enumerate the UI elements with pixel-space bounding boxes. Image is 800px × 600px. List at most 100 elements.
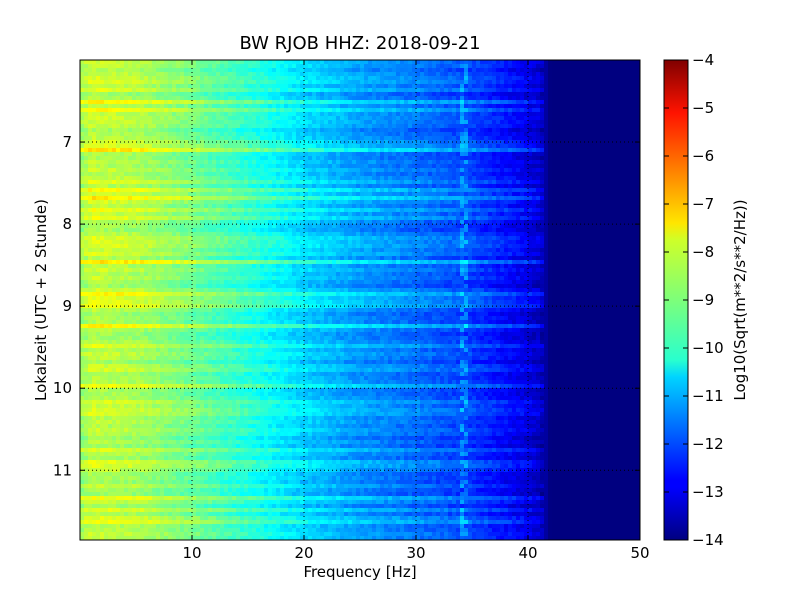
heatmap-cell: [92, 164, 97, 169]
heatmap-cell: [96, 60, 101, 65]
heatmap-cell: [404, 124, 409, 129]
heatmap-cell: [560, 124, 565, 129]
heatmap-cell: [124, 164, 129, 169]
heatmap-cell: [164, 144, 169, 149]
heatmap-cell: [432, 96, 437, 101]
heatmap-cell: [116, 68, 121, 73]
heatmap-cell: [248, 92, 253, 97]
heatmap-cell: [144, 164, 149, 169]
heatmap-cell: [460, 76, 465, 81]
heatmap-cell: [316, 104, 321, 109]
heatmap-cell: [316, 108, 321, 113]
heatmap-cell: [540, 128, 545, 133]
heatmap-cell: [484, 124, 489, 129]
heatmap-cell: [184, 88, 189, 93]
heatmap-cell: [292, 120, 297, 125]
heatmap-cell: [244, 144, 249, 149]
heatmap-cell: [352, 104, 357, 109]
heatmap-cell: [492, 128, 497, 133]
heatmap-cell: [436, 120, 441, 125]
heatmap-cell: [548, 148, 553, 153]
heatmap-cell: [468, 164, 473, 169]
heatmap-cell: [256, 108, 261, 113]
heatmap-cell: [328, 160, 333, 165]
heatmap-cell: [200, 88, 205, 93]
heatmap-cell: [332, 188, 337, 193]
heatmap-cell: [264, 100, 269, 105]
heatmap-cell: [472, 136, 477, 141]
heatmap-cell: [500, 120, 505, 125]
heatmap-cell: [444, 196, 449, 201]
heatmap-cell: [268, 112, 273, 117]
heatmap-cell: [308, 136, 313, 141]
heatmap-cell: [436, 180, 441, 185]
heatmap-cell: [604, 68, 609, 73]
heatmap-cell: [280, 64, 285, 69]
heatmap-cell: [484, 72, 489, 77]
heatmap-cell: [288, 96, 293, 101]
heatmap-cell: [160, 124, 165, 129]
heatmap-cell: [440, 188, 445, 193]
heatmap-cell: [584, 172, 589, 177]
heatmap-cell: [376, 176, 381, 181]
heatmap-cell: [252, 140, 257, 145]
heatmap-cell: [260, 124, 265, 129]
heatmap-cell: [332, 176, 337, 181]
heatmap-cell: [256, 80, 261, 85]
heatmap-cell: [248, 172, 253, 177]
heatmap-cell: [304, 184, 309, 189]
heatmap-cell: [596, 84, 601, 89]
heatmap-cell: [524, 192, 529, 197]
heatmap-cell: [536, 108, 541, 113]
heatmap-cell: [448, 104, 453, 109]
heatmap-cell: [400, 164, 405, 169]
heatmap-cell: [412, 100, 417, 105]
heatmap-cell: [556, 104, 561, 109]
heatmap-cell: [184, 84, 189, 89]
heatmap-cell: [396, 188, 401, 193]
heatmap-cell: [396, 100, 401, 105]
heatmap-cell: [444, 152, 449, 157]
heatmap-cell: [260, 184, 265, 189]
heatmap-cell: [620, 196, 625, 201]
heatmap-cell: [628, 84, 633, 89]
heatmap-cell: [280, 164, 285, 169]
heatmap-cell: [376, 112, 381, 117]
heatmap-cell: [204, 164, 209, 169]
heatmap-cell: [508, 160, 513, 165]
heatmap-cell: [172, 160, 177, 165]
heatmap-cell: [540, 72, 545, 77]
heatmap-cell: [336, 148, 341, 153]
heatmap-cell: [140, 192, 145, 197]
heatmap-cell: [416, 80, 421, 85]
heatmap-cell: [360, 124, 365, 129]
heatmap-cell: [316, 140, 321, 145]
heatmap-cell: [244, 104, 249, 109]
heatmap-cell: [320, 168, 325, 173]
heatmap-cell: [468, 148, 473, 153]
heatmap-cell: [460, 96, 465, 101]
heatmap-cell: [596, 120, 601, 125]
heatmap-cell: [88, 140, 93, 145]
heatmap-cell: [528, 68, 533, 73]
heatmap-cell: [248, 104, 253, 109]
heatmap-cell: [356, 144, 361, 149]
heatmap-cell: [204, 140, 209, 145]
heatmap-cell: [248, 76, 253, 81]
heatmap-cell: [428, 112, 433, 117]
heatmap-cell: [140, 124, 145, 129]
heatmap-cell: [524, 72, 529, 77]
heatmap-cell: [248, 132, 253, 137]
heatmap-cell: [532, 96, 537, 101]
heatmap-cell: [364, 188, 369, 193]
heatmap-cell: [552, 172, 557, 177]
heatmap-cell: [104, 196, 109, 201]
heatmap-cell: [156, 80, 161, 85]
heatmap-cell: [280, 196, 285, 201]
heatmap-cell: [508, 84, 513, 89]
heatmap-cell: [208, 132, 213, 137]
heatmap-cell: [188, 140, 193, 145]
heatmap-cell: [144, 180, 149, 185]
heatmap-cell: [596, 64, 601, 69]
heatmap-cell: [84, 156, 89, 161]
